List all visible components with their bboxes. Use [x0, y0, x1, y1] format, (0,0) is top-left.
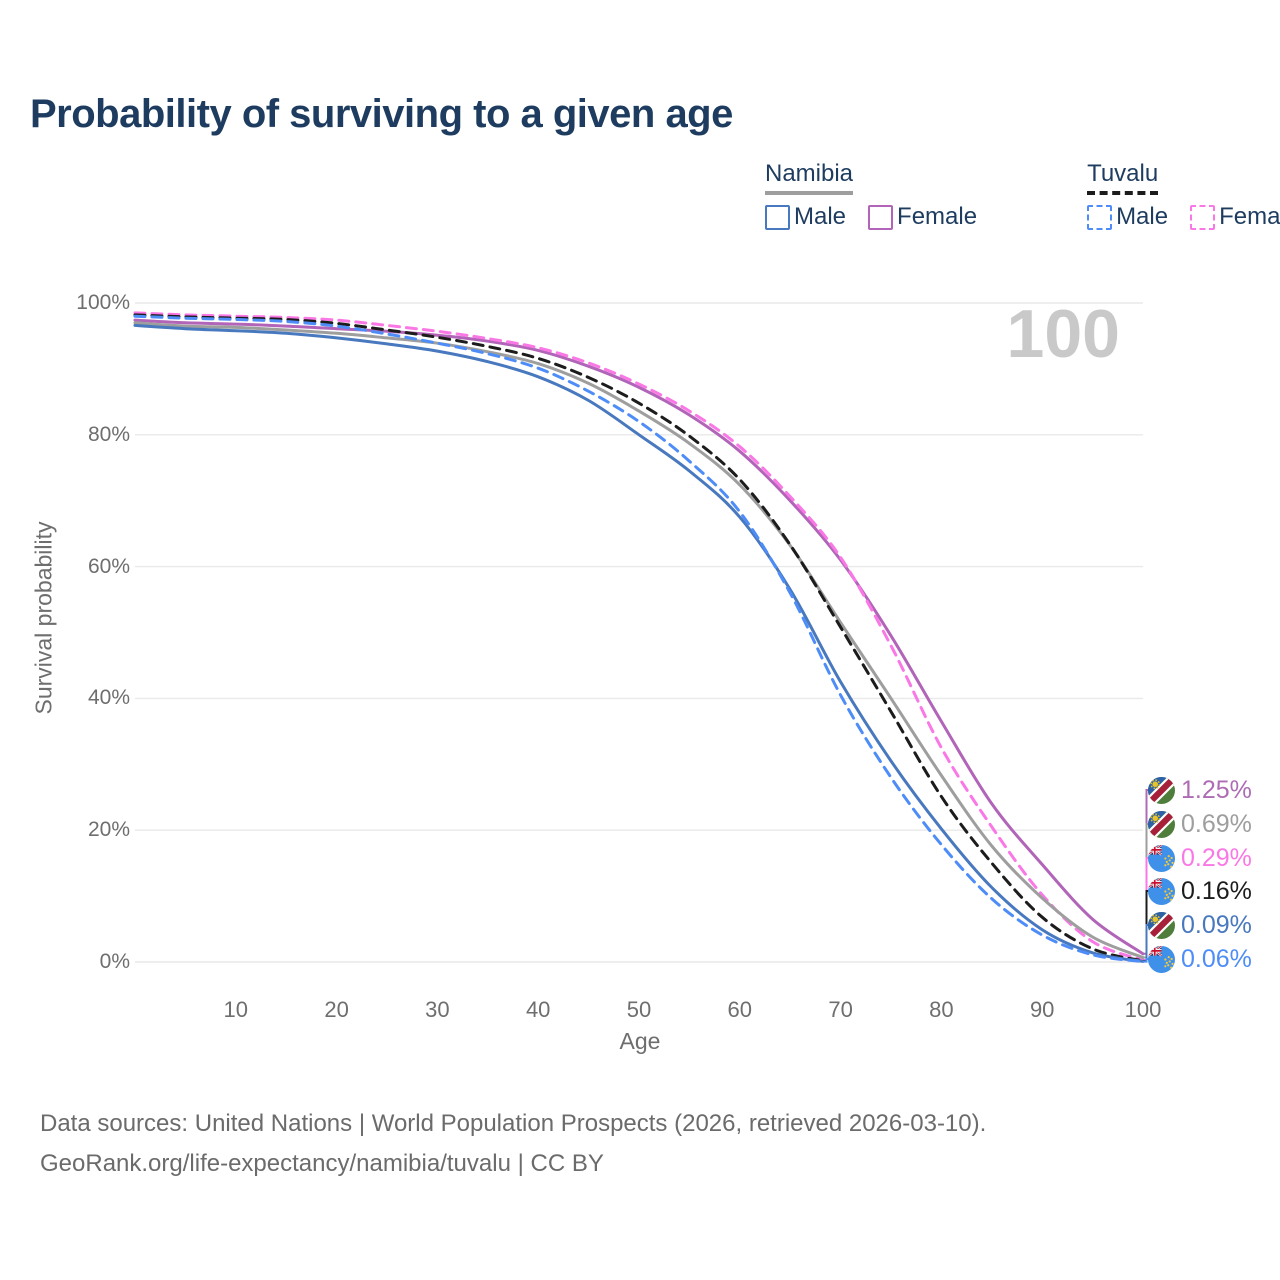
- end-label-namibia-female: 1.25%: [1148, 775, 1252, 805]
- legend-swatch-female: [868, 204, 894, 230]
- legend-title-tuvalu[interactable]: Tuvalu: [1087, 160, 1159, 195]
- end-label-tuvalu-total: 0.16%: [1148, 876, 1252, 906]
- end-label-value: 0.16%: [1181, 876, 1252, 905]
- tuvalu-flag-icon: [1148, 844, 1175, 872]
- end-label-value: 0.69%: [1181, 809, 1252, 838]
- end-label-value: 0.09%: [1181, 910, 1252, 939]
- y-tick-80: 80%: [87, 422, 130, 446]
- x-tick-30: 30: [425, 997, 450, 1022]
- x-tick-40: 40: [525, 997, 551, 1022]
- series-line-tuvalu-female: [133, 311, 1145, 962]
- age-watermark: 100: [1006, 296, 1120, 372]
- footer-attribution: GeoRank.org/life-expectancy/namibia/tuva…: [40, 1150, 604, 1177]
- x-tick-100: 100: [1124, 997, 1162, 1022]
- legend: Namibia Male Female Tuvalu Male Female: [765, 160, 1280, 231]
- series-line-namibia-male: [133, 323, 1145, 963]
- series-line-namibia-total: [133, 321, 1145, 959]
- page-title: Probability of surviving to a given age: [30, 92, 733, 136]
- end-label-namibia-total: 0.69%: [1148, 809, 1252, 839]
- legend-group-tuvalu: Tuvalu Male Female: [1087, 160, 1280, 231]
- y-tick-0: 0%: [99, 950, 130, 973]
- legend-item-tuvalu-female[interactable]: Female: [1190, 203, 1280, 231]
- legend-title-namibia[interactable]: Namibia: [765, 160, 854, 195]
- namibia-flag-icon: [1148, 810, 1175, 838]
- tuvalu-flag-icon: [1148, 945, 1175, 973]
- end-label-value: 1.25%: [1181, 775, 1252, 804]
- legend-item-tuvalu-male[interactable]: Male: [1087, 203, 1168, 231]
- legend-label: Female: [1219, 203, 1280, 230]
- namibia-flag-icon: [1148, 776, 1175, 804]
- end-label-tuvalu-female: 0.29%: [1148, 843, 1252, 873]
- legend-label: Male: [1116, 203, 1169, 230]
- end-label-namibia-male: 0.09%: [1148, 910, 1252, 940]
- series-line-tuvalu-male: [133, 314, 1145, 964]
- x-tick-90: 90: [1029, 997, 1055, 1022]
- x-tick-10: 10: [223, 997, 249, 1022]
- tuvalu-flag-icon: [1148, 877, 1175, 905]
- legend-swatch-male: [765, 204, 790, 230]
- series-line-namibia-female: [133, 318, 1145, 956]
- x-axis-title: Age: [619, 1028, 661, 1054]
- series-line-tuvalu-total: [133, 313, 1145, 963]
- end-label-value: 0.29%: [1181, 843, 1252, 872]
- end-label-value: 0.06%: [1181, 944, 1252, 973]
- y-axis-title: Survival probability: [30, 521, 57, 715]
- x-tick-70: 70: [828, 997, 853, 1022]
- y-tick-100: 100%: [76, 291, 130, 314]
- legend-label: Male: [794, 203, 847, 230]
- legend-swatch-male: [1087, 204, 1113, 230]
- x-tick-80: 80: [929, 997, 954, 1022]
- footer-data-sources: Data sources: United Nations | World Pop…: [40, 1110, 987, 1137]
- y-tick-40: 40%: [87, 686, 130, 710]
- x-tick-60: 60: [727, 997, 753, 1022]
- legend-label: Female: [897, 203, 978, 230]
- x-tick-50: 50: [626, 997, 652, 1022]
- y-tick-20: 20%: [87, 818, 130, 842]
- legend-swatch-female: [1190, 204, 1216, 230]
- legend-group-namibia: Namibia Male Female: [765, 160, 977, 231]
- legend-item-namibia-male[interactable]: Male: [765, 203, 846, 231]
- namibia-flag-icon: [1148, 911, 1175, 939]
- x-tick-20: 20: [324, 997, 349, 1022]
- y-tick-60: 60%: [87, 554, 130, 578]
- end-label-tuvalu-male: 0.06%: [1148, 944, 1252, 974]
- legend-item-namibia-female[interactable]: Female: [868, 203, 977, 231]
